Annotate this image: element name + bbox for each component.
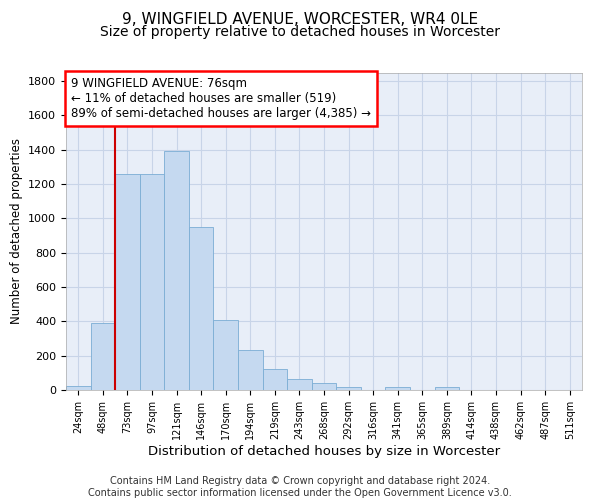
Bar (287, 379, 312, 390)
Text: Contains HM Land Registry data © Crown copyright and database right 2024.
Contai: Contains HM Land Registry data © Crown c… (88, 476, 512, 498)
Bar (385, 387, 410, 390)
Bar (312, 383, 336, 390)
Bar (336, 387, 361, 390)
Text: Size of property relative to detached houses in Worcester: Size of property relative to detached ho… (100, 25, 500, 39)
Bar (434, 387, 459, 390)
Bar (91, 323, 115, 390)
Bar (238, 350, 263, 390)
Bar (115, 174, 140, 390)
Bar (140, 174, 164, 390)
Text: 9, WINGFIELD AVENUE, WORCESTER, WR4 0LE: 9, WINGFIELD AVENUE, WORCESTER, WR4 0LE (122, 12, 478, 28)
Bar (66, 386, 91, 390)
Bar (214, 320, 238, 390)
X-axis label: Distribution of detached houses by size in Worcester: Distribution of detached houses by size … (148, 444, 500, 458)
Bar (263, 370, 287, 390)
Bar (164, 150, 189, 390)
Y-axis label: Number of detached properties: Number of detached properties (10, 138, 23, 324)
Text: 9 WINGFIELD AVENUE: 76sqm
← 11% of detached houses are smaller (519)
89% of semi: 9 WINGFIELD AVENUE: 76sqm ← 11% of detac… (71, 78, 371, 120)
Bar (189, 227, 214, 390)
